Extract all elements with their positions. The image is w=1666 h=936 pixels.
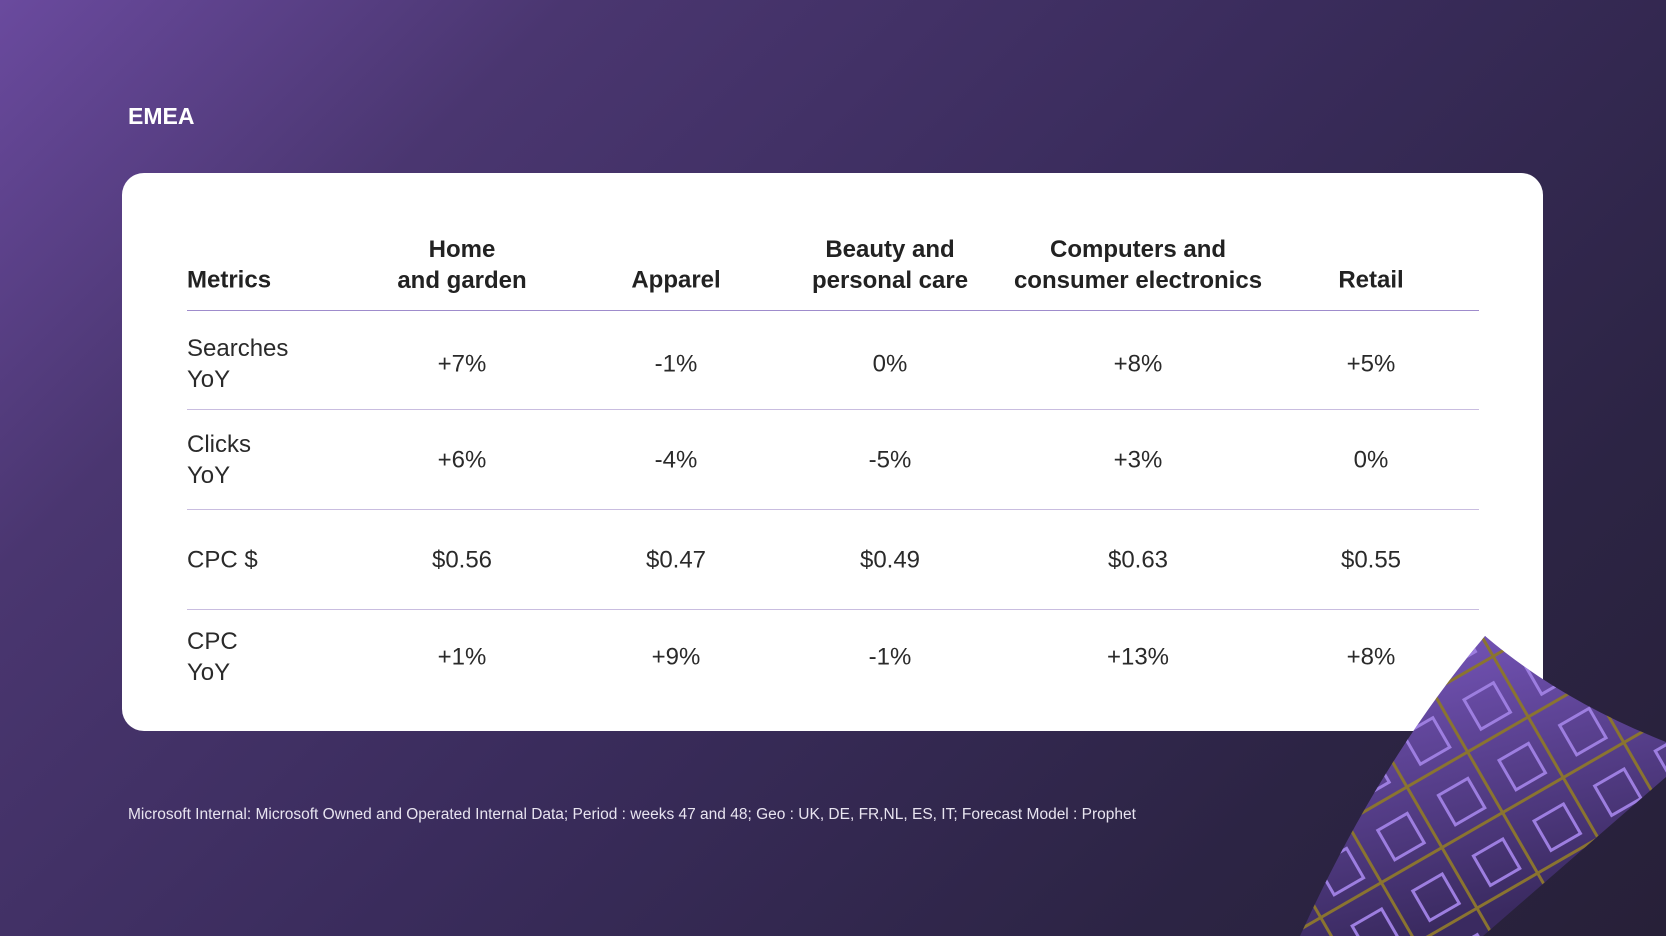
table-cell: -1% [868, 643, 912, 671]
column-header: Metrics [187, 266, 272, 294]
metrics-table-card: Metrics Home and garden Apparel Beauty and pe… [122, 173, 1543, 731]
table-cell: +3% [1113, 446, 1163, 474]
table-cell: 0% [872, 350, 908, 378]
table-cell: $0.56 [431, 546, 493, 574]
row-divider [187, 409, 1479, 410]
table-cell: +5% [1346, 350, 1396, 378]
row-label: Clicks YoY [187, 431, 251, 489]
row-label: CPC $ [187, 546, 258, 574]
row-label: CPC YoY [187, 628, 238, 686]
row-divider [187, 509, 1479, 510]
footnote: Microsoft Internal: Microsoft Owned and … [128, 806, 1136, 823]
table-cell: +6% [437, 446, 487, 474]
column-header: Computers and consumer electronics [1013, 236, 1263, 294]
table-cell: $0.63 [1107, 546, 1169, 574]
table-cell: +1% [437, 643, 487, 671]
table-cell: $0.47 [645, 546, 707, 574]
table-cell: +8% [1113, 350, 1163, 378]
column-header: Apparel [631, 266, 721, 294]
header-divider [187, 310, 1479, 311]
table-cell: +7% [437, 350, 487, 378]
row-divider [187, 609, 1479, 610]
table-cell: +9% [651, 643, 701, 671]
table-cell: -1% [654, 350, 698, 378]
table-cell: $0.49 [859, 546, 921, 574]
column-header: Home and garden [397, 236, 527, 294]
table-cell: +13% [1106, 643, 1170, 671]
row-label: Searches YoY [187, 335, 289, 393]
table-cell: +8% [1346, 643, 1396, 671]
table-cell: 0% [1353, 446, 1389, 474]
column-header: Retail [1338, 266, 1404, 294]
page-title: EMEA [128, 103, 195, 129]
table-cell: $0.55 [1340, 546, 1402, 574]
table-cell: -5% [868, 446, 912, 474]
column-header: Beauty and personal care [811, 236, 969, 294]
table-cell: -4% [654, 446, 698, 474]
